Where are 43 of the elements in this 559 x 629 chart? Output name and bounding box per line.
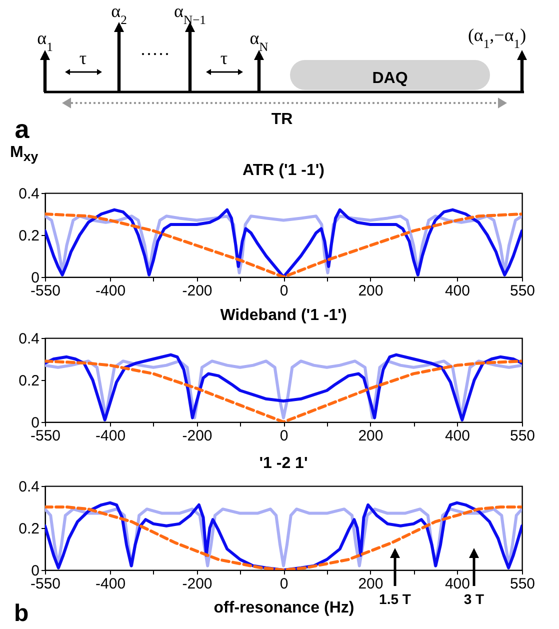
y-tick-label: 0.2: [18, 228, 40, 244]
text: α$_{1}$: [37, 28, 53, 54]
text: (α$_{1}$,−α$_{1}$): [468, 25, 526, 51]
chart-title: '1 -2 1': [259, 455, 308, 472]
x-tick-label: -400: [96, 576, 126, 592]
text: τ: [220, 48, 228, 68]
text: b: [14, 600, 29, 627]
x-tick-label: 400: [444, 282, 470, 300]
x-tick-label: 550: [510, 428, 536, 444]
text: α$_{N}$: [250, 28, 268, 54]
y-tick-label: 0.4: [18, 186, 40, 202]
x-tick-label: -200: [182, 282, 212, 300]
x-tick-label: -200: [182, 428, 212, 444]
y-axis-title: M$_{xy}$: [10, 144, 38, 164]
x-tick-label: 200: [358, 576, 384, 592]
text: DAQ: [372, 70, 408, 87]
y-tick-label: 0.4: [18, 330, 40, 348]
text: 3 T: [464, 591, 484, 607]
x-tick-label: 200: [358, 428, 384, 444]
y-tick-label: 0.2: [18, 520, 40, 538]
x-tick-label: 0: [280, 576, 288, 592]
x-tick-label: 400: [444, 428, 470, 444]
y-tick-label: 0.4: [18, 478, 40, 496]
x-tick-label: 550: [510, 282, 536, 300]
x-tick-label: 0: [280, 282, 288, 300]
chart-title: ATR ('1 -1'): [242, 162, 324, 179]
y-tick-label: 0.2: [18, 372, 40, 390]
text: τ: [79, 48, 87, 68]
x-tick-label: 0: [280, 428, 288, 444]
x-axis-title: off-resonance (Hz): [214, 600, 354, 616]
text: a: [14, 114, 30, 144]
x-tick-label: 400: [444, 576, 470, 592]
text: α$_{2}$: [111, 1, 127, 27]
text: TR: [271, 111, 294, 128]
x-tick-label: -400: [96, 428, 126, 444]
x-tick-label: 200: [358, 282, 384, 300]
chart-title: Wideband ('1 -1'): [220, 307, 347, 324]
x-tick-label: -400: [96, 282, 126, 300]
text: ·····: [140, 44, 170, 64]
x-tick-label: -200: [182, 576, 212, 592]
text: 1.5 T: [379, 591, 411, 607]
text: α$_{N−1}$: [174, 1, 206, 27]
x-tick-label: 550: [510, 576, 536, 592]
